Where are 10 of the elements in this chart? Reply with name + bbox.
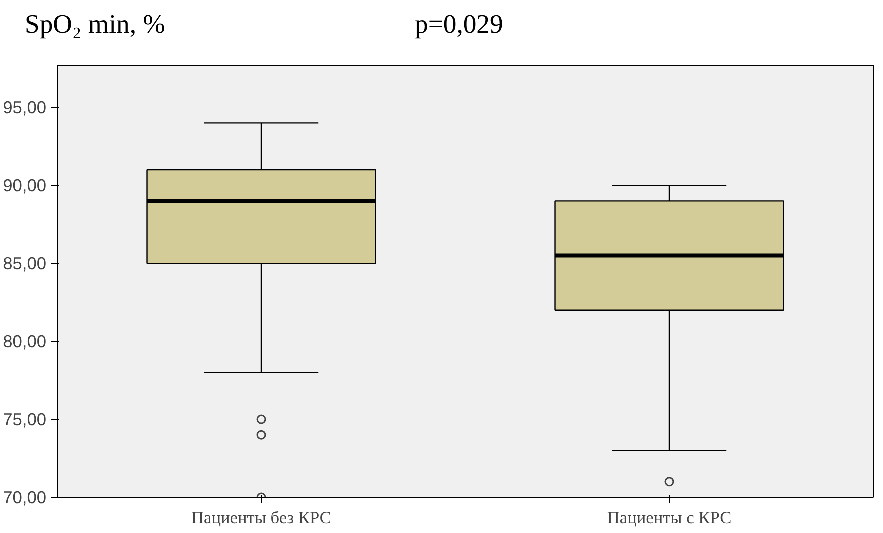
y-tick-label: 95,00 (3, 98, 47, 118)
y-tick-label: 80,00 (3, 332, 47, 352)
y-tick-label: 85,00 (3, 254, 47, 274)
chart-title: SpO₂ min, % (25, 8, 166, 41)
text: p=0,029 (415, 8, 504, 41)
x-tick-label: Пациенты с КРС (607, 508, 732, 528)
y-tick-label: 90,00 (3, 176, 47, 196)
y-tick-label: 70,00 (3, 488, 47, 508)
y-tick-label: 75,00 (3, 410, 47, 430)
x-tick-label: Пациенты без КРС (192, 508, 332, 528)
